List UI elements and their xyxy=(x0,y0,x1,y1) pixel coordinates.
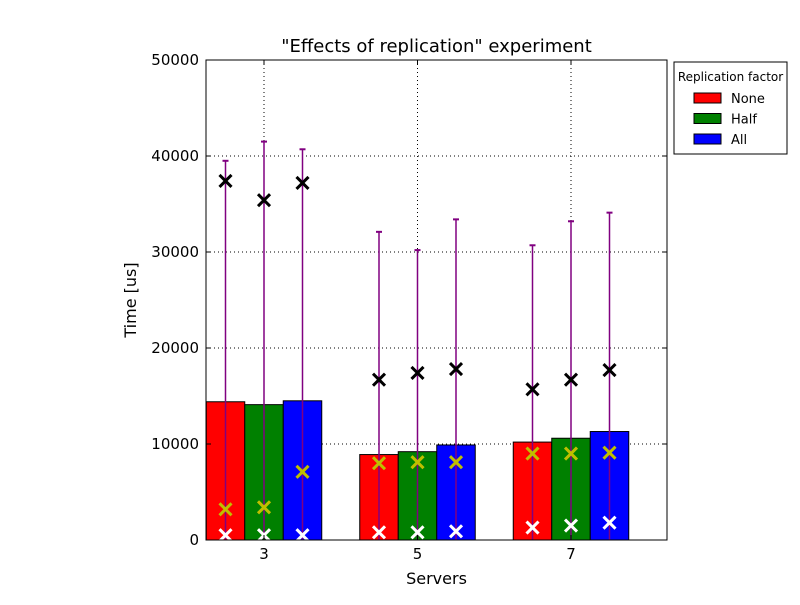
legend-label-all: All xyxy=(731,133,747,148)
marker-white-stroke xyxy=(410,525,425,540)
marker-black-stroke xyxy=(448,362,464,377)
marker-white-stroke xyxy=(563,518,579,533)
y-axis-label: Time [us] xyxy=(121,262,140,338)
marker-yellow xyxy=(371,456,387,471)
marker-yellow-stroke xyxy=(371,456,387,471)
marker-black-stroke xyxy=(602,363,617,378)
marker-black xyxy=(602,363,617,378)
y-tick-label: 10000 xyxy=(151,435,199,453)
marker-white-stroke xyxy=(525,520,540,535)
marker-black-stroke xyxy=(525,382,540,397)
marker-yellow-stroke xyxy=(525,446,540,461)
marker-white xyxy=(371,525,387,540)
legend-swatch-all xyxy=(693,133,722,145)
legend-swatch-none xyxy=(693,92,722,104)
legend-label-half: Half xyxy=(731,113,757,128)
legend-title: Replication factor xyxy=(678,70,783,84)
chart-title: "Effects of replication" experiment xyxy=(281,36,592,57)
x-tick-label: 3 xyxy=(259,545,269,563)
marker-yellow-stroke xyxy=(563,446,579,461)
marker-black-stroke xyxy=(218,173,233,189)
marker-white xyxy=(525,520,540,535)
marker-white-stroke xyxy=(371,525,387,540)
marker-yellow xyxy=(410,455,425,470)
marker-white xyxy=(448,524,464,539)
marker-yellow-stroke xyxy=(448,455,464,470)
y-tick-label: 0 xyxy=(189,531,199,549)
y-tick-label: 50000 xyxy=(151,51,199,69)
marker-white xyxy=(295,528,310,543)
marker-black xyxy=(525,382,540,397)
plot-frame xyxy=(205,59,668,541)
marker-black xyxy=(371,372,387,387)
marker-yellow-stroke xyxy=(256,500,272,515)
marker-white-stroke xyxy=(448,524,464,539)
x-tick-label: 5 xyxy=(413,545,423,563)
x-axis-ticks: 3 5 7 xyxy=(259,60,576,563)
legend-swatch-half xyxy=(693,113,722,124)
x-tick-label: 7 xyxy=(566,545,576,563)
marker-white xyxy=(602,515,617,530)
marker-yellow xyxy=(218,502,233,517)
marker-yellow xyxy=(256,500,272,515)
marker-black-stroke xyxy=(563,372,579,387)
marker-black xyxy=(256,193,272,208)
x-axis-label: Servers xyxy=(406,569,467,588)
marker-white-stroke xyxy=(602,515,617,530)
marker-white-stroke xyxy=(295,528,310,543)
markers xyxy=(218,173,617,543)
marker-yellow xyxy=(602,445,617,460)
marker-black-stroke xyxy=(371,372,387,387)
marker-yellow-stroke xyxy=(218,502,233,517)
marker-yellow-stroke xyxy=(602,445,617,460)
y-axis-ticks: 0 10000 20000 30000 40000 50000 xyxy=(151,51,667,549)
y-tick-label: 30000 xyxy=(151,243,199,261)
marker-black xyxy=(218,173,233,189)
marker-white xyxy=(410,525,425,540)
marker-yellow-stroke xyxy=(410,455,425,470)
error-bars xyxy=(222,140,613,540)
y-tick-label: 40000 xyxy=(151,147,199,165)
marker-white xyxy=(218,528,233,543)
marker-white-stroke xyxy=(218,528,233,543)
marker-yellow xyxy=(525,446,540,461)
marker-yellow-stroke xyxy=(295,464,310,479)
marker-black-stroke xyxy=(410,365,425,381)
marker-black xyxy=(448,362,464,377)
marker-yellow xyxy=(448,455,464,470)
marker-yellow xyxy=(295,464,310,479)
marker-white xyxy=(563,518,579,533)
y-tick-label: 20000 xyxy=(151,339,199,357)
legend-label-none: None xyxy=(731,92,765,107)
marker-black-stroke xyxy=(256,193,272,208)
legend-box xyxy=(673,61,788,155)
marker-black-stroke xyxy=(295,175,310,190)
marker-yellow xyxy=(563,446,579,461)
marker-black xyxy=(295,175,310,190)
marker-black xyxy=(410,365,425,381)
legend: Replication factor None Half All xyxy=(673,61,788,155)
marker-black xyxy=(563,372,579,387)
